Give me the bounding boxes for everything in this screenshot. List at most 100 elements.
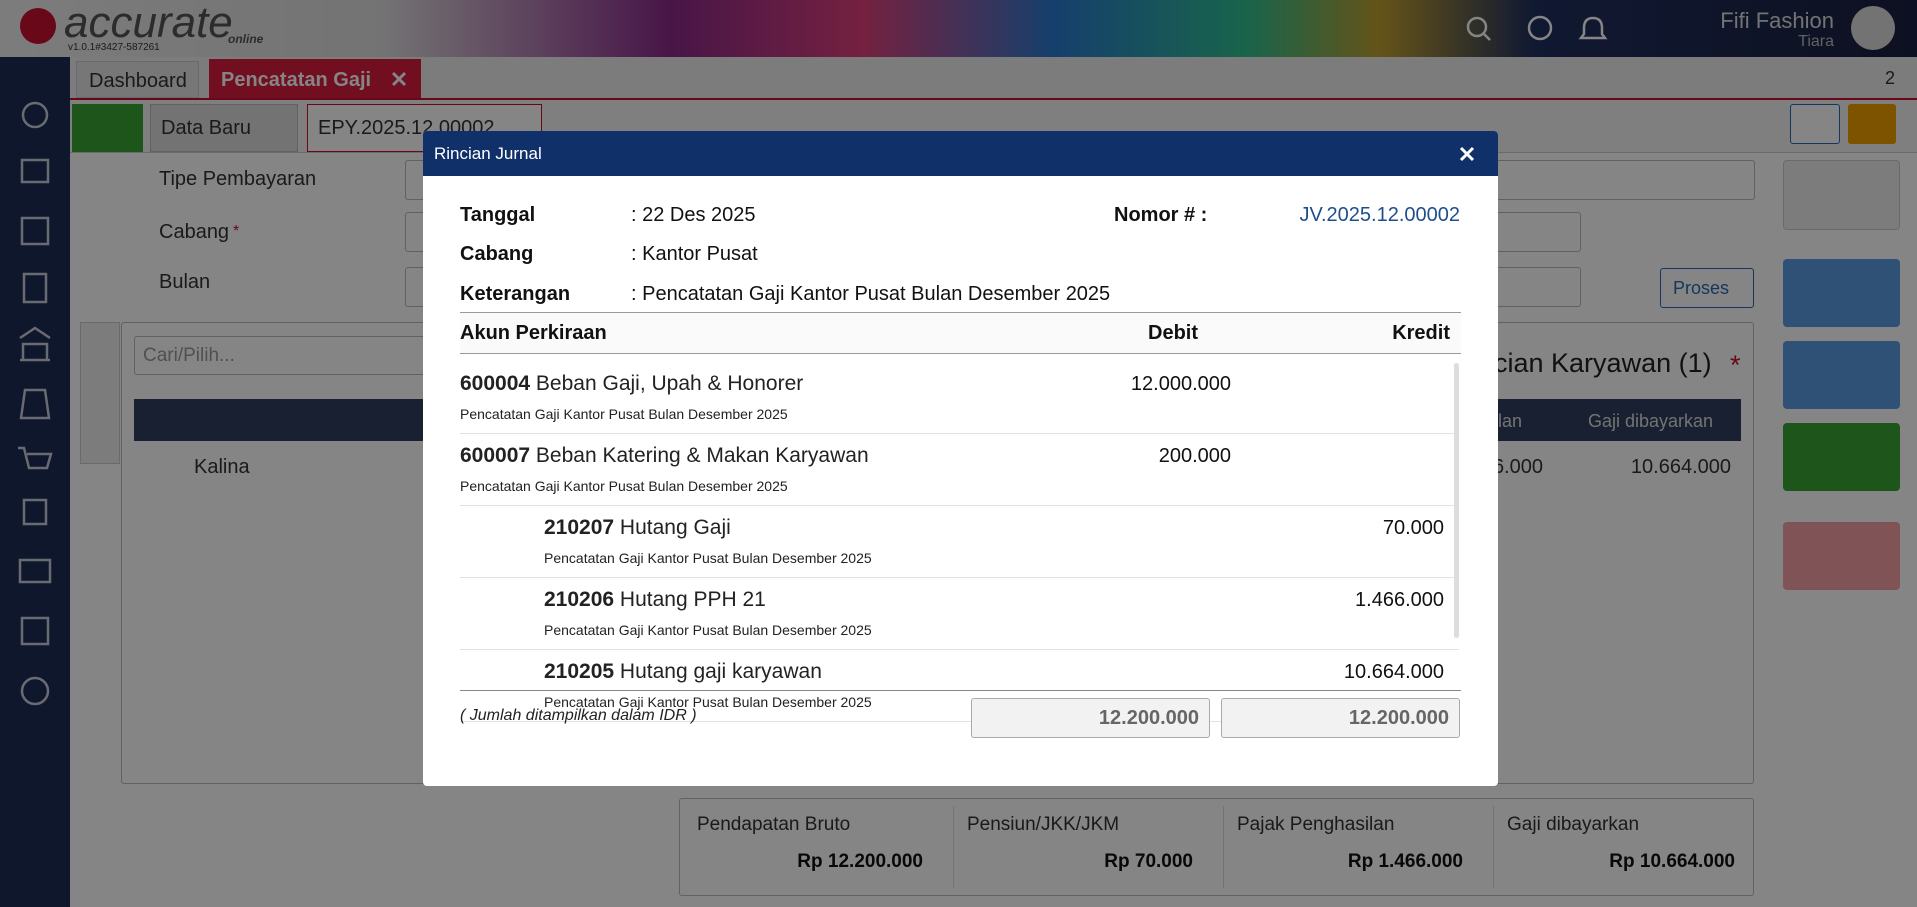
sidebar: [0, 57, 70, 907]
summary-label: Gaji dibayarkan: [1507, 814, 1640, 835]
tab-count[interactable]: 2: [1885, 68, 1896, 88]
account-description: Pencatatan Gaji Kantor Pusat Bulan Desem…: [460, 406, 788, 422]
company-name: Fifi Fashion: [1720, 8, 1834, 33]
modal-title: Rincian Jurnal: [434, 144, 542, 163]
column-header: Gaji dibayarkan: [1588, 411, 1714, 431]
help-icon[interactable]: [1527, 15, 1553, 41]
summary-value: Rp 12.200.000: [797, 851, 923, 872]
account-code: 210206: [544, 588, 615, 611]
nav-icon[interactable]: [22, 498, 48, 526]
summary-value: Rp 1.466.000: [1347, 851, 1463, 872]
summary-label: Pendapatan Bruto: [697, 814, 851, 835]
nav-icon[interactable]: [20, 616, 50, 646]
journal-row: 210206 Hutang PPH 21 Pencatatan Gaji Kant…: [460, 578, 1459, 650]
field-label: Cabang: [460, 243, 534, 265]
number-label: Nomor # :: [1114, 204, 1208, 226]
logo-icon: [20, 8, 56, 44]
nav-icon[interactable]: [18, 558, 52, 584]
account: 210207 Hutang Gaji: [544, 516, 731, 540]
settings-button[interactable]: [1790, 104, 1840, 144]
tips-button[interactable]: [1848, 104, 1896, 144]
search-icon[interactable]: [1466, 16, 1488, 38]
nav-icon[interactable]: [19, 388, 51, 420]
account: 600004 Beban Gaji, Upah & Honorer: [460, 372, 803, 396]
account-description: Pencatatan Gaji Kantor Pusat Bulan Desem…: [460, 478, 788, 494]
account-code: 600007: [460, 444, 531, 467]
avatar[interactable]: [1851, 6, 1895, 50]
field-label: Tanggal: [460, 204, 536, 226]
credit-amount: 70.000: [1382, 517, 1444, 539]
field-value: : Pencatatan Gaji Kantor Pusat Bulan Des…: [631, 283, 1111, 305]
panel-title: cian Karyawan (1): [1494, 348, 1712, 378]
tab-close[interactable]: [391, 71, 407, 87]
required-mark: *: [1730, 350, 1741, 380]
journal-row: 600004 Beban Gaji, Upah & Honorer Pencata…: [460, 362, 1459, 434]
summary-label: Pensiun/JKK/JKM: [967, 814, 1120, 835]
summary-value: Rp 70.000: [1104, 851, 1193, 872]
tab-active[interactable]: Pencatatan Gaji: [209, 59, 421, 98]
account-code: 600004: [460, 372, 531, 395]
credit-amount: 1.466.000: [1355, 589, 1444, 611]
table-head: [460, 312, 1461, 354]
divider: [1493, 806, 1494, 888]
account-name: Hutang Gaji: [619, 516, 731, 539]
number-value[interactable]: JV.2025.12.00002: [1299, 204, 1460, 226]
nav-icon[interactable]: [22, 272, 48, 304]
process-button[interactable]: Proses: [1660, 268, 1754, 308]
delete-button[interactable]: [1783, 522, 1900, 590]
account-name: Beban Gaji, Upah & Honorer: [535, 372, 804, 395]
summary-value: Rp 10.664.000: [1609, 851, 1735, 872]
journal-rows[interactable]: 600004 Beban Gaji, Upah & Honorer Pencata…: [423, 354, 1498, 786]
account-code: 210205: [544, 660, 615, 683]
modal-close[interactable]: [1459, 146, 1475, 162]
doc-button[interactable]: [1783, 259, 1900, 327]
scrollbar[interactable]: [1454, 363, 1459, 638]
nav-icon[interactable]: [20, 158, 50, 184]
search-input[interactable]: [134, 336, 440, 375]
nav-icon[interactable]: [21, 101, 49, 129]
column-header: Akun Perkiraan: [460, 322, 607, 344]
divider: [1223, 806, 1224, 888]
account-description: Pencatatan Gaji Kantor Pusat Bulan Desem…: [544, 550, 872, 566]
attach-button[interactable]: [1783, 341, 1900, 409]
account-name: Hutang gaji karyawan: [619, 660, 822, 683]
column-header: Debit: [1148, 322, 1198, 344]
account: 600007 Beban Katering & Makan Karyawan: [460, 444, 869, 468]
nav-icon[interactable]: [18, 446, 53, 470]
tab-dashboard[interactable]: Dashboard: [76, 61, 199, 98]
bell-icon[interactable]: [1578, 16, 1608, 40]
search-placeholder: Cari/Pilih...: [143, 345, 235, 366]
total-credit: 12.200.000: [1221, 698, 1460, 738]
required-mark: *: [233, 223, 240, 240]
account-code: 210207: [544, 516, 615, 539]
more-button[interactable]: [1783, 423, 1900, 491]
save-button[interactable]: [1783, 160, 1900, 230]
account: 210206 Hutang PPH 21: [544, 588, 766, 612]
header-icons: [1466, 15, 1608, 41]
logo-sub: online: [228, 32, 264, 46]
modal-header: Rincian Jurnal: [423, 131, 1498, 176]
form-label: Tipe Pembayaran: [159, 168, 317, 190]
column-header: ilan: [1494, 411, 1523, 431]
subtab[interactable]: Data Baru: [150, 104, 298, 152]
account-description: Pencatatan Gaji Kantor Pusat Bulan Desem…: [544, 694, 872, 710]
cell: 6.000: [1492, 456, 1543, 478]
journal-row: 210207 Hutang Gaji Pencatatan Gaji Kantor…: [460, 506, 1459, 578]
list-button[interactable]: [72, 104, 143, 152]
nav-icon[interactable]: [19, 326, 51, 362]
user-name: Tiara: [1798, 33, 1834, 50]
total-debit: 12.200.000: [971, 698, 1210, 738]
journal-modal: Rincian Jurnal Tanggal : 22 Des 2025 Cab…: [423, 131, 1498, 786]
currency-note: ( Jumlah ditampilkan dalam IDR ): [460, 707, 697, 724]
account-description: Pencatatan Gaji Kantor Pusat Bulan Desem…: [544, 622, 872, 638]
side-tabs: [80, 322, 120, 464]
cell: 10.664.000: [1630, 456, 1731, 478]
logo: accurate: [64, 0, 233, 47]
form-label: Cabang: [159, 221, 230, 243]
form-label: Bulan: [159, 271, 211, 293]
sidebar-icons: [18, 101, 53, 706]
nav-icon[interactable]: [20, 676, 50, 706]
account-name: Hutang PPH 21: [619, 588, 766, 611]
nav-icon[interactable]: [20, 216, 50, 246]
